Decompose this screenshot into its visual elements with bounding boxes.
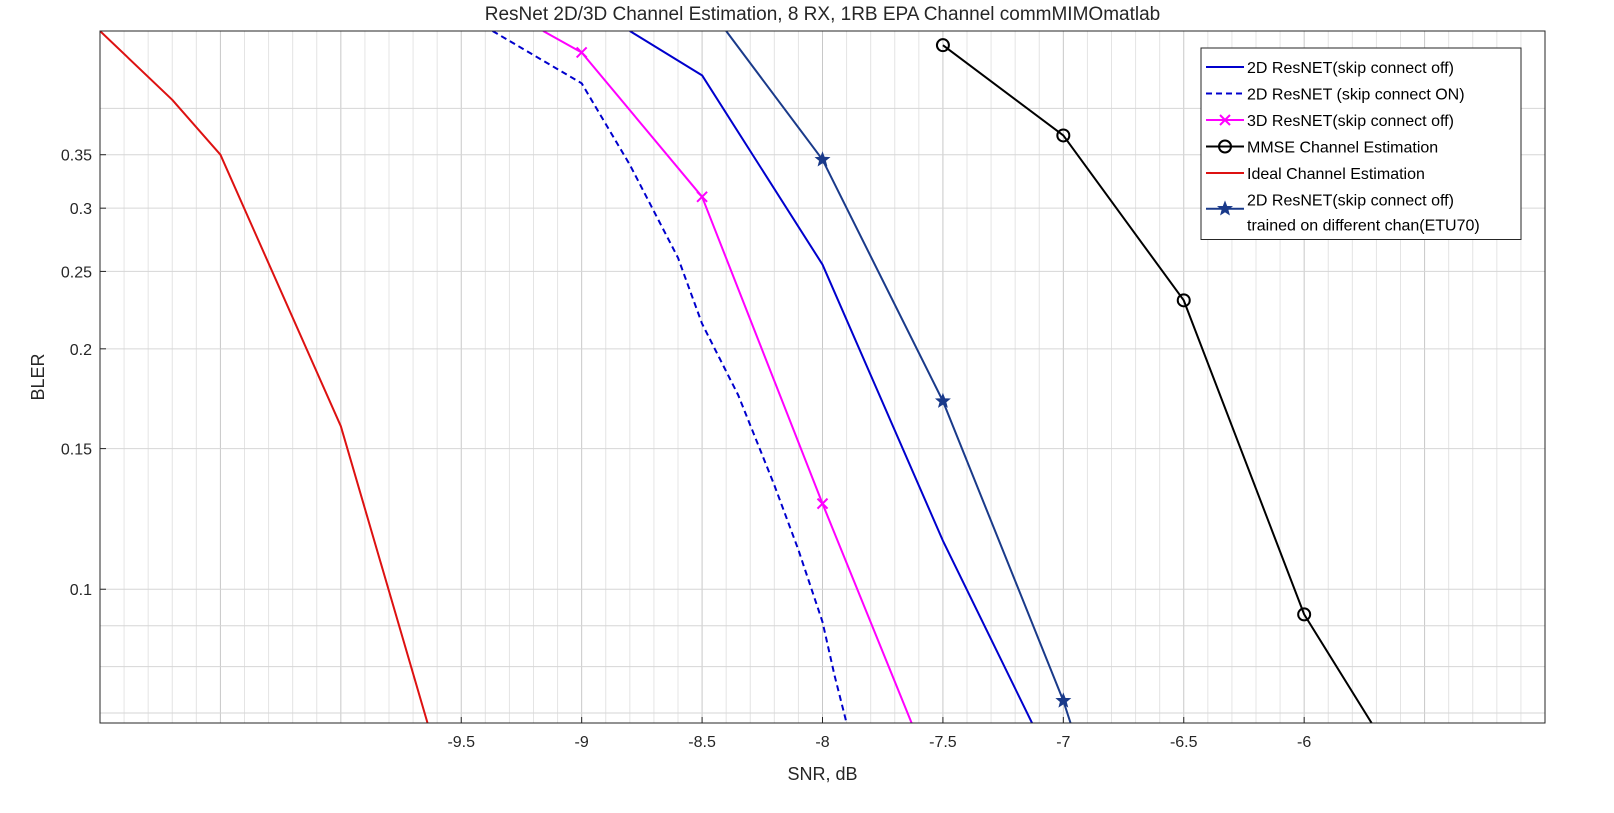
y-tick-labels: 0.1 0.15 0.2 0.25 0.3 0.35 xyxy=(61,148,106,599)
legend-item-4: MMSE Channel Estimation xyxy=(1206,139,1438,157)
series-3-marker xyxy=(575,46,588,59)
legend-label: 3D ResNET(skip connect off) xyxy=(1247,113,1454,130)
legend-item-5: Ideal Channel Estimation xyxy=(1206,166,1425,183)
legend-label: MMSE Channel Estimation xyxy=(1247,140,1438,157)
series-6-marker xyxy=(934,392,951,408)
legend-label: 2D ResNET (skip connect ON) xyxy=(1247,87,1465,104)
x-tick-label: -9.5 xyxy=(447,734,475,751)
legend-item-2: 2D ResNET (skip connect ON) xyxy=(1206,87,1465,104)
series-line-1 xyxy=(629,31,1033,723)
chart-title: ResNet 2D/3D Channel Estimation, 8 RX, 1… xyxy=(485,4,1160,25)
series-4-marker xyxy=(1176,293,1191,308)
series-4-marker xyxy=(935,38,950,53)
series-lines xyxy=(100,31,1373,723)
legend-marker xyxy=(1219,114,1231,126)
series-line-4 xyxy=(942,44,1373,723)
series-6-marker xyxy=(1055,692,1072,708)
legend-item-1: 2D ResNET(skip connect off) xyxy=(1206,60,1454,77)
x-tick-label: -7.5 xyxy=(929,734,957,751)
series-4-marker xyxy=(1297,607,1312,622)
y-axis-label: BLER xyxy=(28,353,48,400)
y-tick-label: 0.1 xyxy=(70,582,92,599)
y-tick-label: 0.2 xyxy=(70,342,92,359)
x-tick-label: -8 xyxy=(815,734,829,751)
x-tick-label: -6.5 xyxy=(1170,734,1198,751)
series-4-marker xyxy=(1056,128,1071,143)
legend-item-3: 3D ResNET(skip connect off) xyxy=(1206,113,1454,130)
legend-label: Ideal Channel Estimation xyxy=(1247,166,1425,183)
legend-item-6: 2D ResNET(skip connect off) trained on di… xyxy=(1206,193,1480,235)
y-tick-label: 0.3 xyxy=(70,201,92,218)
x-tick-labels: -9.5 -9 -8.5 -8 -7.5 -7 -6.5 -6 xyxy=(447,717,1311,751)
x-tick-label: -8.5 xyxy=(688,734,716,751)
series-line-6 xyxy=(725,31,1072,723)
series-3-marker xyxy=(816,497,829,510)
legend-marker xyxy=(1217,200,1233,216)
x-tick-label: -9 xyxy=(575,734,589,751)
legend: 2D ResNET(skip connect off) 2D ResNET (sk… xyxy=(1200,47,1522,240)
legend-label: 2D ResNET(skip connect off) xyxy=(1247,60,1454,77)
legend-label: trained on different chan(ETU70) xyxy=(1247,218,1480,235)
series-line-5 xyxy=(100,31,429,723)
x-axis-label: SNR, dB xyxy=(787,764,857,784)
series-6-marker xyxy=(814,151,831,167)
y-tick-label: 0.35 xyxy=(61,148,92,165)
series-line-2 xyxy=(492,31,848,723)
y-tick-label: 0.25 xyxy=(61,264,92,281)
legend-label: 2D ResNET(skip connect off) xyxy=(1247,193,1454,210)
legend-box xyxy=(1200,47,1522,240)
series-line-3 xyxy=(542,31,913,723)
series-3-marker xyxy=(696,191,708,203)
legend-marker xyxy=(1218,139,1232,154)
series-markers xyxy=(575,38,1312,708)
x-tick-label: -6 xyxy=(1297,734,1311,751)
y-tick-label: 0.15 xyxy=(61,442,92,459)
x-tick-label: -7 xyxy=(1056,734,1070,751)
